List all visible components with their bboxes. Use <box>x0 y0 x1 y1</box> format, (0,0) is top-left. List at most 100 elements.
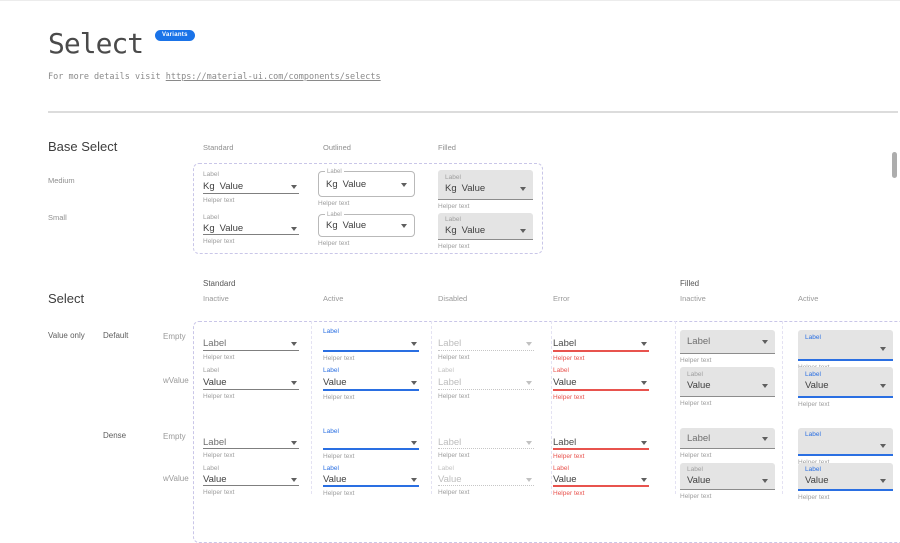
select-label: Label <box>323 328 339 335</box>
select-heading: Select <box>48 291 85 306</box>
base-select-outlined-small[interactable]: Label Kg Value Helper text <box>318 211 415 247</box>
state-header-filled-active: Active <box>798 294 819 303</box>
select-standard-error-dense-empty[interactable]: Label Helper text <box>553 427 649 460</box>
dropdown-arrow-icon <box>291 477 297 482</box>
select-standard-error-dense-wvalue[interactable]: Label Value Helper text <box>553 464 649 497</box>
row-label-small: Small <box>48 213 67 222</box>
select-value: Value <box>438 473 462 485</box>
helper-text: Helper text <box>203 238 235 245</box>
helper-text: Helper text <box>323 355 355 362</box>
dropdown-arrow-icon <box>762 384 768 388</box>
helper-text: Helper text <box>798 494 830 501</box>
base-select-standard-medium[interactable]: Label Kg Value Helper text <box>203 170 299 204</box>
select-label <box>203 327 299 336</box>
select-filled-inactive-dense-wvalue[interactable]: Label Value Helper text <box>680 463 775 500</box>
select-standard-inactive-default-wvalue[interactable]: Label Value Helper text <box>203 366 299 400</box>
select-standard-inactive-default-empty[interactable]: Label Helper text <box>203 327 299 361</box>
state-header-filled-inactive: Inactive <box>680 294 706 303</box>
helper-text: Helper text <box>203 197 235 204</box>
group-header-standard: Standard <box>203 279 236 288</box>
select-value: Value <box>203 473 227 485</box>
base-select-filled-small[interactable]: Label Kg Value Helper text <box>438 213 533 250</box>
column-divider <box>675 321 676 494</box>
select-filled-active-dense-empty[interactable]: Label Helper text <box>798 428 893 466</box>
select-placeholder: Label <box>438 436 462 448</box>
select-filled-inactive-default-empty[interactable]: Label Helper text <box>680 330 775 364</box>
select-label: Label <box>805 431 821 438</box>
select-standard-disabled-dense-wvalue: Label Value Helper text <box>438 464 534 496</box>
select-label <box>553 427 649 436</box>
select-standard-error-default-empty[interactable]: Label Helper text <box>553 327 649 362</box>
helper-text: Helper text <box>203 354 235 361</box>
select-standard-inactive-dense-empty[interactable]: Label Helper text <box>203 427 299 459</box>
helper-text: Helper text <box>680 357 712 364</box>
column-divider <box>551 321 552 494</box>
select-standard-active-dense-wvalue[interactable]: Label Value Helper text <box>323 464 419 497</box>
dropdown-arrow-icon <box>291 440 297 445</box>
select-value: Label <box>438 376 462 388</box>
dropdown-arrow-icon <box>880 384 886 388</box>
select-label: Label <box>553 465 569 472</box>
dropdown-arrow-icon <box>526 341 532 346</box>
select-adornment: Kg <box>203 180 215 192</box>
select-value: Value <box>687 474 711 486</box>
base-select-filled-medium[interactable]: Label Kg Value Helper text <box>438 170 533 210</box>
select-filled-inactive-default-wvalue[interactable]: Label Value Helper text <box>680 367 775 407</box>
column-divider <box>311 321 312 494</box>
select-standard-active-default-wvalue[interactable]: Label Value Helper text <box>323 366 419 401</box>
base-select-standard-small[interactable]: Label Kg Value Helper text <box>203 213 299 245</box>
scrollbar-thumb[interactable] <box>892 152 897 178</box>
select-value: Value <box>553 473 577 485</box>
dropdown-arrow-icon <box>641 440 647 445</box>
select-filled-active-default-empty[interactable]: Label Helper text <box>798 330 893 371</box>
dropdown-arrow-icon <box>762 478 768 483</box>
select-standard-active-dense-empty[interactable]: Label Helper text <box>323 427 419 460</box>
select-value: Value <box>687 380 711 391</box>
dropdown-arrow-icon <box>880 478 886 483</box>
select-adornment: Kg <box>203 222 215 234</box>
select-value: Value <box>203 376 227 388</box>
select-standard-disabled-default-empty: Label Helper text <box>438 327 534 361</box>
page-title: Select <box>48 27 144 60</box>
subtitle: For more details visit https://material-… <box>48 72 381 82</box>
subtitle-text: For more details visit <box>48 72 161 82</box>
material-ui-link[interactable]: https://material-ui.com/components/selec… <box>165 72 381 82</box>
dropdown-arrow-icon <box>762 436 768 441</box>
helper-text: Helper text <box>203 489 235 496</box>
dropdown-arrow-icon <box>641 341 647 346</box>
select-standard-inactive-dense-wvalue[interactable]: Label Value Helper text <box>203 464 299 496</box>
select-adornment: Kg <box>445 224 457 236</box>
select-label: Label <box>325 168 344 176</box>
variants-badge: Variants <box>155 30 195 41</box>
select-label: Label <box>323 367 339 374</box>
select-standard-error-default-wvalue[interactable]: Label Value Helper text <box>553 366 649 401</box>
helper-text: Helper text <box>318 200 350 207</box>
dropdown-arrow-icon <box>291 184 297 189</box>
helper-text: Helper text <box>680 452 712 459</box>
select-filled-inactive-dense-empty[interactable]: Label Helper text <box>680 428 775 459</box>
dropdown-arrow-icon <box>520 187 526 191</box>
helper-text: Helper text <box>798 459 893 466</box>
select-value: Value <box>219 222 244 234</box>
dropdown-arrow-icon <box>520 228 526 233</box>
helper-text: Helper text <box>438 243 470 250</box>
dropdown-arrow-icon <box>880 347 886 351</box>
select-label <box>553 327 649 336</box>
select-label: Label <box>203 214 219 221</box>
select-label: Label <box>445 216 461 223</box>
select-filled-active-dense-wvalue[interactable]: Label Value Helper text <box>798 463 893 501</box>
dropdown-arrow-icon <box>641 477 647 482</box>
select-label: Label <box>805 466 821 473</box>
helper-text: Helper text <box>323 394 355 401</box>
select-standard-active-default-empty[interactable]: Label Helper text <box>323 327 419 362</box>
dropdown-arrow-icon <box>291 226 297 231</box>
select-label: Label <box>438 367 454 374</box>
select-value: Value <box>805 380 829 391</box>
state-header-disabled: Disabled <box>438 294 468 303</box>
select-filled-active-default-wvalue[interactable]: Label Value Helper text <box>798 367 893 408</box>
select-label: Label <box>203 171 219 178</box>
column-header-standard: Standard <box>203 143 234 152</box>
base-select-outlined-medium[interactable]: Label Kg Value Helper text <box>318 168 415 207</box>
helper-text: Helper text <box>203 452 235 459</box>
